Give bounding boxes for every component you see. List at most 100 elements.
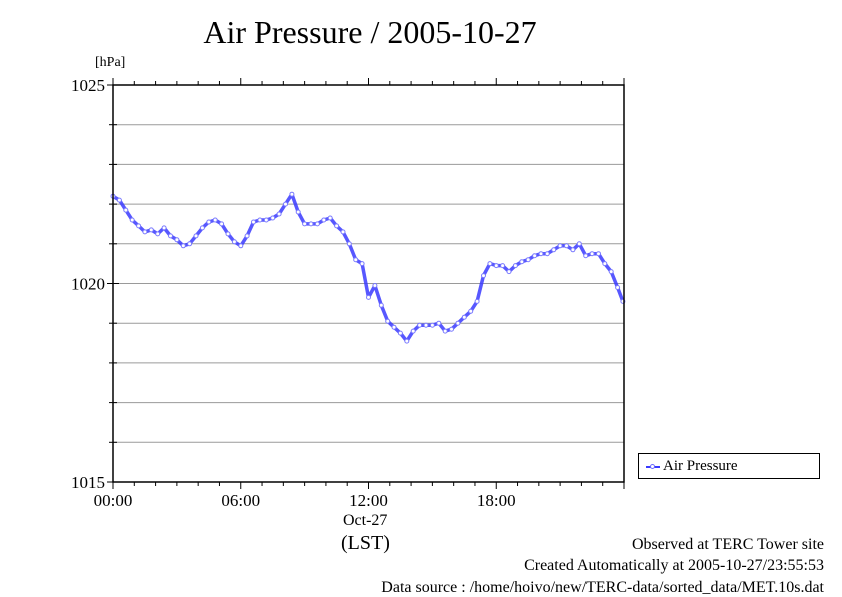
grid-lines <box>113 124 624 443</box>
data-point <box>461 314 467 320</box>
data-point <box>385 318 391 324</box>
data-point <box>608 269 614 275</box>
x-tick-label: 00:00 <box>94 491 133 510</box>
data-point <box>359 261 365 267</box>
data-point <box>219 221 225 227</box>
data-point <box>295 209 301 215</box>
data-point <box>212 217 218 223</box>
footer-observed: Observed at TERC Tower site <box>631 536 824 553</box>
data-point <box>206 219 212 225</box>
data-point <box>417 322 423 328</box>
data-point <box>378 302 384 308</box>
data-point <box>174 237 180 243</box>
data-point <box>506 269 512 275</box>
data-point <box>225 231 231 237</box>
data-point <box>481 273 486 279</box>
data-point <box>436 320 442 326</box>
data-point <box>570 247 576 253</box>
x-tick-label: 06:00 <box>221 491 260 510</box>
data-point <box>142 229 148 235</box>
x-tick-label: 12:00 <box>349 491 388 510</box>
x-axis-timezone-label: (LST) <box>341 532 390 554</box>
chart-title: Air Pressure / 2005-10-27 <box>203 14 537 50</box>
data-point <box>449 326 454 332</box>
x-axis-date-label: Oct-27 <box>343 512 388 529</box>
data-point <box>340 229 346 235</box>
data-point <box>148 227 154 233</box>
data-point <box>493 263 499 269</box>
data-point <box>487 261 493 267</box>
data-point <box>397 330 403 336</box>
data-point <box>289 191 295 197</box>
data-point <box>123 207 129 213</box>
data-point <box>366 294 371 300</box>
data-point <box>532 253 538 259</box>
data-point <box>551 247 557 253</box>
data-point <box>564 243 569 249</box>
data-point <box>116 197 122 203</box>
data-point <box>136 223 142 229</box>
legend-marker-icon <box>650 464 655 469</box>
data-point <box>244 233 250 239</box>
data-point <box>455 320 461 326</box>
y-tick-label: 1015 <box>71 473 105 492</box>
data-point <box>251 219 256 225</box>
x-tick-label: 18:00 <box>477 491 516 510</box>
data-point <box>283 201 288 207</box>
data-point <box>442 328 448 334</box>
y-axis-unit-label: [hPa] <box>95 55 126 70</box>
series-layer <box>110 191 626 344</box>
data-point <box>353 257 359 263</box>
data-point <box>589 251 595 257</box>
data-point <box>193 233 199 239</box>
data-point <box>468 308 474 314</box>
data-point <box>187 241 193 247</box>
data-point <box>404 338 410 344</box>
data-point <box>538 251 544 257</box>
data-point <box>270 215 276 221</box>
data-point <box>129 217 135 223</box>
data-point <box>391 324 397 330</box>
data-point <box>257 217 263 223</box>
data-point <box>302 221 308 227</box>
data-point <box>519 259 525 265</box>
axis-ticks <box>107 78 625 489</box>
data-point <box>557 243 563 249</box>
data-point <box>346 241 352 247</box>
data-point <box>327 215 333 221</box>
data-point <box>308 221 314 227</box>
footer-source: Data source : /home/hoivo/new/TERC-data/… <box>381 579 824 596</box>
series-line <box>112 192 625 343</box>
data-point <box>180 243 186 249</box>
data-point <box>314 221 320 227</box>
data-point <box>615 285 621 290</box>
data-point <box>199 225 205 231</box>
data-point <box>429 322 435 328</box>
data-point <box>276 211 282 217</box>
axis-tick-labels: 1015 1020 1025 00:00 06:00 12:00 18:00 <box>71 76 516 510</box>
data-point <box>596 251 601 257</box>
data-point <box>474 298 480 304</box>
data-point <box>334 223 340 229</box>
legend: Air Pressure <box>638 453 820 479</box>
data-point <box>423 322 429 328</box>
data-point <box>155 231 161 237</box>
data-point <box>168 233 173 239</box>
data-point <box>372 283 378 288</box>
data-point <box>321 217 327 223</box>
data-point <box>410 328 416 334</box>
data-point <box>525 257 531 263</box>
data-point <box>231 239 237 245</box>
footer-created: Created Automatically at 2005-10-27/23:5… <box>524 557 824 574</box>
data-point <box>576 241 582 247</box>
data-point <box>512 263 518 269</box>
y-tick-label: 1025 <box>71 76 105 95</box>
data-point <box>500 263 506 269</box>
data-point <box>238 243 244 249</box>
legend-label: Air Pressure <box>663 458 738 474</box>
data-point <box>161 225 167 231</box>
data-point <box>544 251 550 257</box>
data-point <box>263 217 269 223</box>
y-tick-label: 1020 <box>71 275 105 294</box>
